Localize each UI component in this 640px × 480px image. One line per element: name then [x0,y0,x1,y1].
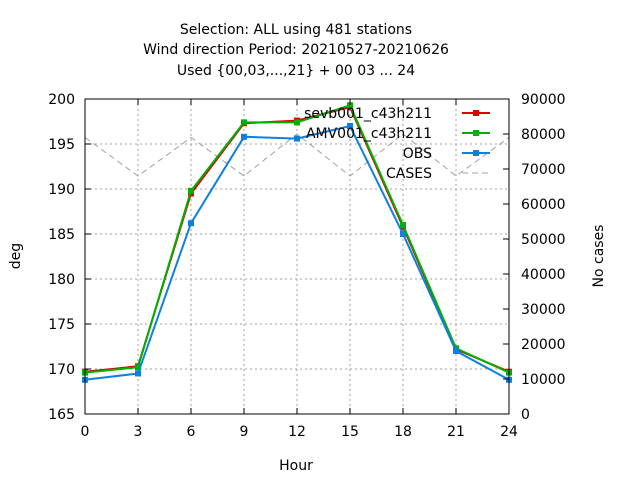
x-tick-label: 12 [288,424,306,440]
y-tick-label: 195 [48,137,75,153]
data-point-amv001-c43h211 [135,364,141,371]
x-tick-label: 0 [81,424,90,440]
x-tick-label: 15 [341,424,359,440]
y-tick-label: 170 [48,362,75,378]
data-point-amv001-c43h211 [347,102,353,109]
x-tick-label: 3 [134,424,143,440]
data-point-amv001-c43h211 [241,119,247,126]
x-tick-label: 24 [500,424,518,440]
y2-axis-label: No cases [591,225,607,288]
y2-tick-label: 0 [521,407,530,423]
x-tick-label: 18 [394,424,412,440]
x-axis-label: Hour [279,458,313,474]
title-line-1: Selection: ALL using 481 stations [180,22,412,38]
legend: sevb001_c43h211 AMV001_c43h211 OBS CASES [304,106,490,182]
data-point-obs [135,370,141,377]
y-tick-label: 200 [48,92,75,108]
data-point-obs [347,123,353,129]
data-point-obs [294,135,300,142]
title-line-2: Wind direction Period: 20210527-20210626 [143,42,449,58]
data-point-obs [241,133,247,140]
y-tick-label: 180 [48,272,75,288]
y-tick-label: 185 [48,227,75,243]
y2-tick-label: 70000 [521,162,566,178]
data-point-obs [453,348,459,354]
y2-tick-label: 20000 [521,337,566,353]
title-line-3: Used {00,03,...,21} + 00 03 ... 24 [177,63,415,79]
data-point-obs [188,220,194,227]
axis-ticks: 0 3 6 9 12 15 18 21 24 165 170 175 180 185 190 195 200 0 1… [48,92,565,440]
legend-label-obs: OBS [403,146,432,162]
series-cases [84,133,510,177]
data-point-amv001-c43h211 [294,119,300,126]
x-tick-label: 21 [447,424,465,440]
grid [85,99,509,414]
y2-tick-label: 40000 [521,267,566,283]
legend-label-cases: CASES [386,166,432,182]
series-obs [82,123,512,383]
x-tick-label: 6 [187,424,196,440]
y-tick-label: 190 [48,182,75,198]
y2-tick-label: 50000 [521,232,566,248]
y2-tick-label: 10000 [521,372,566,388]
series-line-cases [84,133,510,177]
chart-title: Selection: ALL using 481 stations Wind d… [143,22,449,79]
legend-label-amv001-c43h211: AMV001_c43h211 [306,126,432,142]
y2-tick-label: 30000 [521,302,566,318]
y2-tick-label: 80000 [521,127,566,143]
legend-marker-amv001-c43h211 [473,130,479,136]
data-point-obs [400,231,406,237]
x-tick-label: 9 [240,424,249,440]
y-tick-label: 175 [48,317,75,333]
y-axis-label: deg [8,243,24,269]
legend-marker-sevb001-c43h211 [473,110,479,116]
y2-tick-label: 90000 [521,92,566,108]
plot-frame [84,98,510,415]
legend-label-sevb001-c43h211: sevb001_c43h211 [304,106,432,122]
data-point-amv001-c43h211 [400,222,406,228]
legend-marker-obs [473,150,479,156]
data-point-amv001-c43h211 [188,187,194,194]
y-tick-label: 165 [48,407,75,423]
y2-tick-label: 60000 [521,197,566,213]
